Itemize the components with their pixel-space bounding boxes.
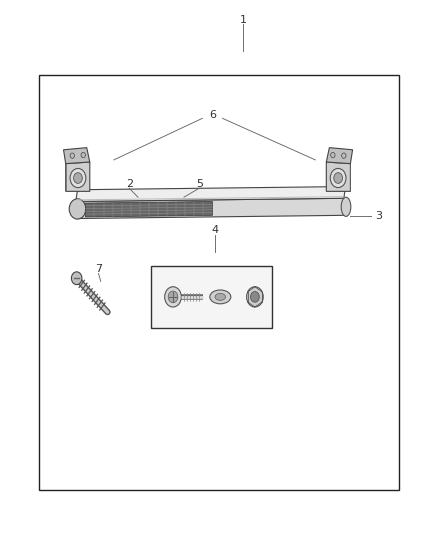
Circle shape <box>331 152 335 158</box>
Polygon shape <box>76 198 344 219</box>
Text: 2: 2 <box>126 179 133 189</box>
Circle shape <box>247 287 263 307</box>
Polygon shape <box>326 162 350 191</box>
Polygon shape <box>66 162 90 191</box>
Text: 1: 1 <box>240 15 247 25</box>
Circle shape <box>330 168 346 188</box>
Polygon shape <box>85 201 212 217</box>
Ellipse shape <box>69 199 86 219</box>
Text: 5: 5 <box>196 179 203 189</box>
Polygon shape <box>76 187 346 201</box>
Circle shape <box>165 287 181 307</box>
Ellipse shape <box>215 293 226 301</box>
Bar <box>151 266 272 328</box>
Circle shape <box>70 168 86 188</box>
Polygon shape <box>326 148 353 164</box>
Text: 4: 4 <box>211 225 218 235</box>
Circle shape <box>251 292 259 302</box>
Circle shape <box>71 272 82 285</box>
Ellipse shape <box>341 197 351 216</box>
Bar <box>39 75 399 490</box>
Ellipse shape <box>210 290 231 304</box>
Circle shape <box>168 291 178 303</box>
Circle shape <box>70 153 74 158</box>
Circle shape <box>342 153 346 158</box>
Text: 7: 7 <box>95 264 102 274</box>
Text: 6: 6 <box>209 110 216 119</box>
Circle shape <box>81 152 85 158</box>
Circle shape <box>334 173 343 183</box>
Text: 3: 3 <box>375 211 382 221</box>
Circle shape <box>74 173 82 183</box>
Polygon shape <box>64 148 90 164</box>
